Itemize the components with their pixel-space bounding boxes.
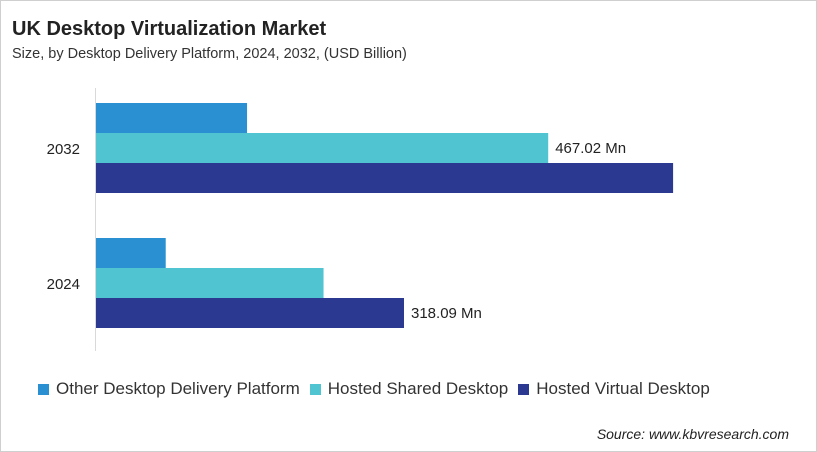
legend-swatch — [38, 383, 49, 395]
data-label: 318.09 Mn — [411, 305, 482, 322]
legend-label: Hosted Virtual Desktop — [536, 379, 710, 398]
legend-item: Other Desktop Delivery Platform — [38, 379, 300, 399]
chart-subtitle: Size, by Desktop Delivery Platform, 2024… — [12, 46, 407, 62]
bar — [96, 103, 248, 133]
source-note: Source: www.kbvresearch.com — [596, 426, 789, 442]
legend-item: Hosted Virtual Desktop — [518, 379, 710, 399]
category-label: 2024 — [47, 276, 80, 293]
legend-swatch — [518, 383, 530, 395]
legend-label: Hosted Shared Desktop — [327, 379, 509, 398]
bar — [96, 238, 166, 268]
legend-item: Hosted Shared Desktop — [309, 379, 509, 399]
chart-title: UK Desktop Virtualization Market — [12, 18, 327, 40]
legend: Other Desktop Delivery Platform Hosted Sh… — [38, 379, 720, 399]
legend-label: Other Desktop Delivery Platform — [56, 379, 300, 398]
bar — [96, 163, 674, 193]
bar — [96, 268, 324, 298]
bar — [96, 298, 404, 328]
bar — [96, 133, 549, 163]
category-label: 2032 — [47, 141, 80, 158]
legend-swatch — [309, 383, 321, 395]
data-label: 467.02 Mn — [555, 140, 626, 157]
